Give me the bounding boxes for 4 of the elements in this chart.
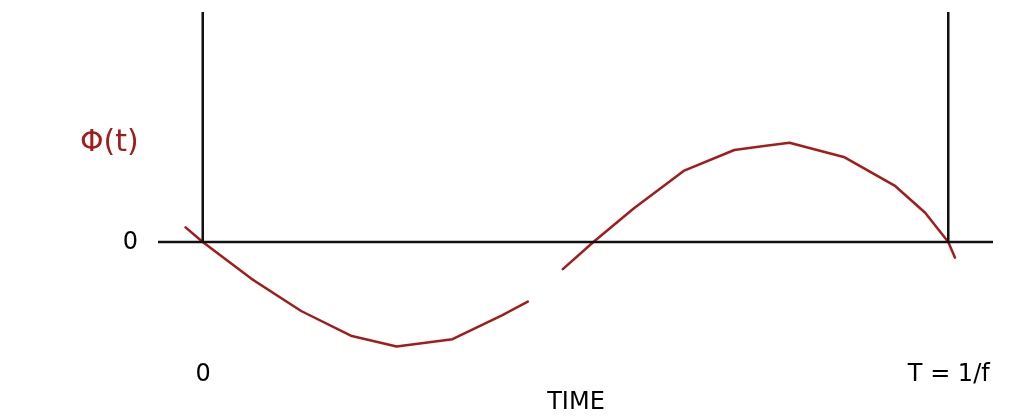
x-tick-label: T = 1/f: [906, 358, 991, 387]
x-axis-title: TIME: [546, 386, 605, 415]
y-axis-title: Φ(t): [80, 123, 139, 158]
text: 0: [122, 227, 138, 255]
